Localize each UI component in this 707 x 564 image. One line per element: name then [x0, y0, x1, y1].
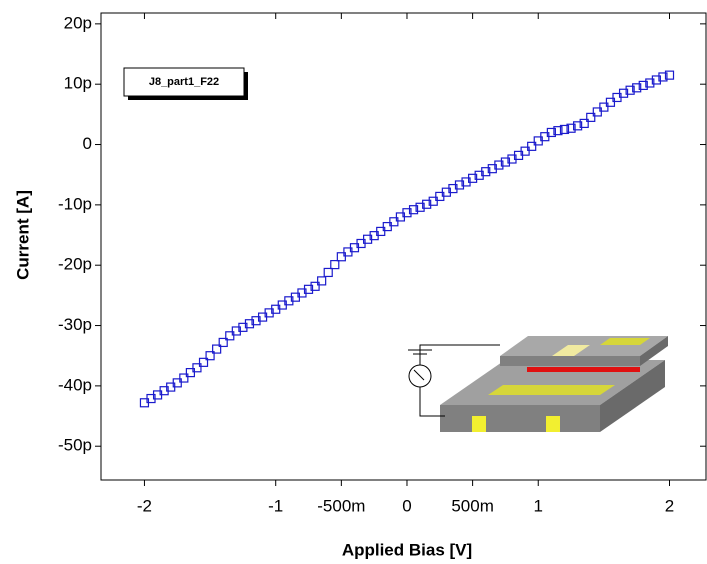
marker [618, 88, 629, 98]
marker [382, 221, 392, 232]
legend-box [123, 67, 245, 97]
inset-diagram [408, 318, 680, 442]
marker [323, 267, 333, 278]
marker [428, 196, 438, 206]
marker [592, 107, 602, 117]
marker [389, 217, 399, 227]
marker [415, 202, 425, 212]
y-tick-label: -10p [58, 194, 92, 213]
pad [472, 416, 486, 432]
top-slab-front [500, 356, 640, 366]
marker [303, 284, 314, 294]
bottom-slab-front [440, 405, 600, 432]
marker [651, 75, 661, 85]
x-tick-label: 0 [402, 496, 411, 515]
marker [330, 260, 340, 270]
marker [422, 199, 432, 209]
marker [586, 112, 596, 122]
bottom-slab-side [600, 360, 665, 432]
marker [468, 173, 478, 183]
marker [376, 226, 386, 237]
marker [185, 368, 195, 378]
marker [336, 252, 346, 262]
marker [664, 70, 675, 80]
legend-label: J8_part1_F22 [149, 76, 219, 88]
marker [179, 373, 189, 383]
marker [632, 83, 642, 93]
marker [205, 351, 215, 361]
x-tick-label: -500m [317, 496, 365, 515]
marker [454, 180, 465, 190]
pad [546, 416, 560, 432]
marker [198, 357, 209, 367]
pad [600, 338, 650, 345]
marker [225, 331, 235, 341]
top-slab-side [640, 336, 668, 366]
marker [212, 344, 222, 354]
y-tick-label: 20p [64, 13, 92, 32]
marker [605, 97, 616, 107]
marker [573, 121, 583, 131]
marker [317, 276, 327, 286]
y-tick-label: -40p [58, 375, 92, 394]
x-axis-label: Applied Bias [V] [342, 540, 472, 559]
marker [546, 127, 556, 138]
x-tick-label: -1 [268, 496, 283, 515]
marker [172, 378, 182, 388]
marker [658, 72, 668, 82]
pad [488, 385, 615, 395]
x-tick-label: 500m [451, 496, 494, 515]
marker [553, 126, 563, 136]
marker [520, 146, 530, 156]
y-tick-label: -20p [58, 255, 92, 274]
x-tick-label: -2 [137, 496, 152, 515]
marker [408, 205, 419, 215]
marker [244, 319, 255, 329]
marker [494, 160, 504, 170]
y-tick-label: 0 [83, 134, 92, 153]
x-tick-label: 2 [665, 496, 674, 515]
y-axis-label: Current [A] [13, 190, 32, 280]
marker [192, 363, 202, 373]
y-tick-label: 10p [64, 74, 92, 93]
junction [527, 367, 640, 372]
marker [566, 123, 576, 133]
y-tick-label: -30p [58, 315, 92, 334]
marker [310, 281, 320, 291]
marker [599, 102, 609, 112]
plot-frame [100, 12, 707, 481]
marker [527, 141, 537, 151]
pad [552, 345, 590, 356]
marker [638, 80, 648, 91]
marker [500, 157, 511, 167]
marker [402, 208, 412, 218]
marker [218, 337, 228, 348]
marker [559, 124, 570, 135]
marker [625, 85, 635, 95]
meter-needle [413, 369, 425, 381]
marker [579, 118, 589, 129]
marker [481, 167, 491, 177]
marker [645, 78, 655, 88]
x-tick-label: 1 [534, 496, 543, 515]
y-tick-label: -50p [58, 436, 92, 455]
